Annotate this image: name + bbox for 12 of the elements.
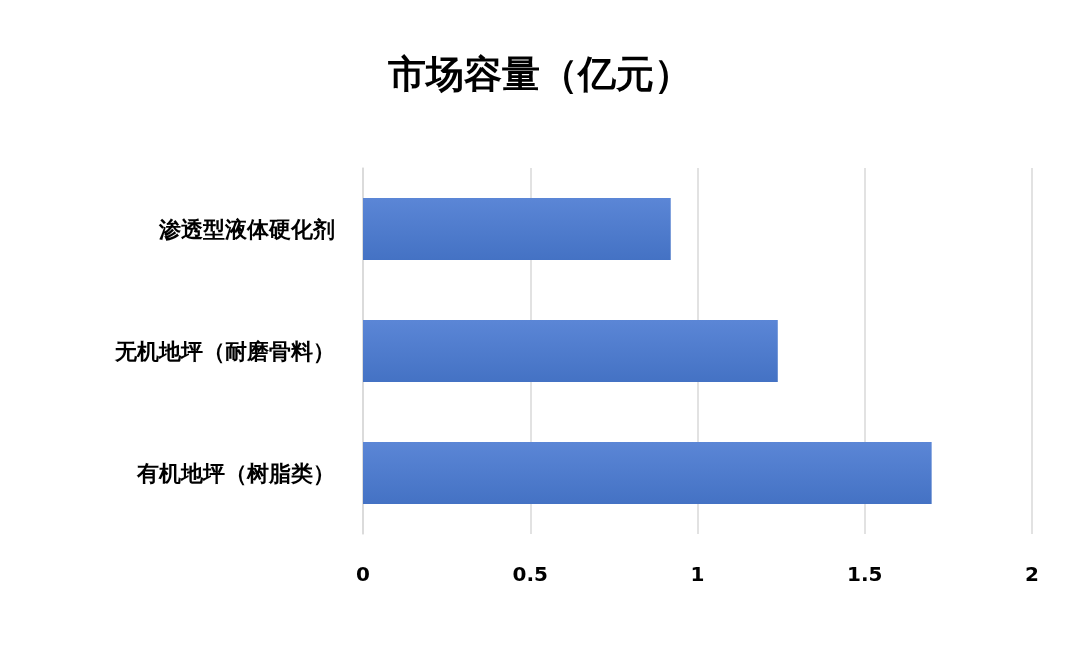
x-tick-label: 0.5 — [512, 562, 548, 586]
bar — [363, 442, 932, 504]
x-tick-label: 1 — [690, 562, 705, 586]
chart-title: 市场容量（亿元） — [388, 52, 692, 96]
x-tick-label: 1.5 — [847, 562, 883, 586]
y-tick-label: 渗透型液体硬化剂 — [158, 216, 335, 242]
bar — [363, 320, 778, 382]
bar — [363, 198, 671, 260]
y-tick-label: 无机地坪（耐磨骨料） — [114, 338, 335, 364]
x-tick-label: 0 — [356, 562, 370, 586]
x-tick-label: 2 — [1025, 562, 1039, 586]
y-tick-label: 有机地坪（树脂类） — [136, 460, 335, 486]
